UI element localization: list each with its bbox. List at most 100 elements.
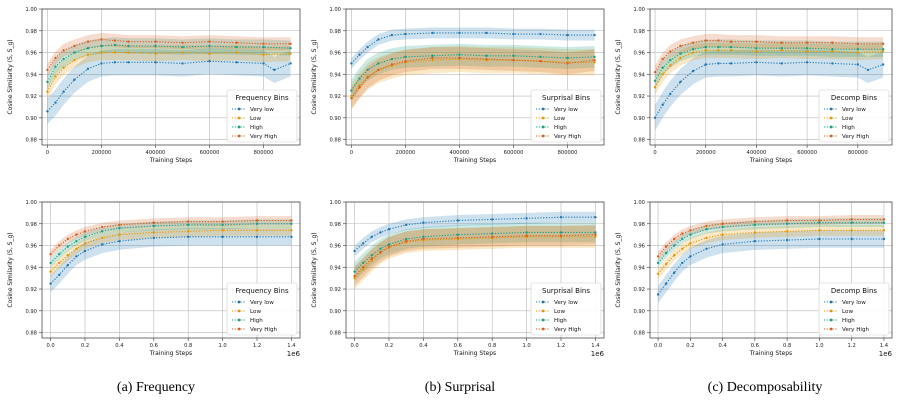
data-point [379,247,382,250]
data-point [362,242,365,245]
x-tick-label: 200000 [92,150,112,156]
band-very-high [47,32,291,77]
data-point [404,55,407,59]
data-point [594,231,597,234]
series-line-very-low [47,60,291,112]
data-point [289,46,292,50]
data-point [46,80,49,84]
legend-marker [541,309,545,313]
data-point [350,97,353,100]
band-low [658,224,884,280]
data-point [456,219,459,222]
data-point [390,33,394,37]
data-point [679,44,682,48]
legend: Surprisal Bins Very low Low High Very High [530,282,602,336]
legend-box [530,89,602,143]
series-line-very-high [654,40,884,73]
x-axis-label: Training Steps [149,157,192,164]
legend-title: Frequency Bins [235,287,289,295]
x-tick-label: 800000 [558,150,578,156]
data-point [705,224,708,228]
legend-entry: Very High [554,327,582,333]
series-line-very-low [50,236,292,284]
data-point [679,56,682,60]
data-point [491,232,494,235]
data-point [593,55,596,59]
data-point [366,76,369,79]
data-point [721,225,724,229]
caption-surprisal: (b) Surprisal [424,380,496,395]
series-line-high [46,44,291,83]
data-point [422,237,425,241]
legend-entry: Very High [250,327,278,333]
data-point [831,48,834,51]
chart-panel-3: 0.88 0.90 0.92 0.94 0.96 0.98 1.00 0 200000 40000… [615,7,893,164]
series-group [49,216,293,293]
data-point [691,51,695,54]
data-point [262,42,265,46]
x-tick-label: 0.8 [783,343,791,349]
data-point [181,62,184,65]
series-line-very-low [354,216,596,252]
data-point [152,231,155,234]
data-point [405,223,408,227]
data-point [101,225,104,229]
series-line-low [46,51,291,92]
x-tick-label: 400000 [146,150,166,156]
data-point [653,86,657,89]
data-point [422,235,425,239]
data-point [113,43,117,47]
data-point [656,293,660,296]
data-point [152,224,155,228]
data-point [818,237,821,241]
data-point [113,39,117,42]
legend-entry: Very low [250,107,274,113]
series-line-high [50,223,292,264]
x-offset-label: 1e6 [287,350,301,358]
data-point [882,229,886,232]
band-very-high [351,47,595,110]
y-tick-label: 0.96 [329,244,341,250]
legend-entry: Low [842,116,853,122]
data-point [127,44,130,48]
band-very-low [354,211,596,257]
y-tick-label: 0.96 [633,244,645,250]
data-point [289,52,292,55]
x-axis-label: Training Steps [453,157,496,164]
data-point [221,235,224,239]
data-point [729,49,733,52]
data-point [673,271,676,274]
data-point [705,247,708,250]
data-point [75,233,78,236]
data-point [86,53,90,56]
data-point [181,41,184,44]
band-very-low [50,228,292,293]
x-tick-label: 0 [46,150,49,156]
series-group [350,27,596,110]
data-point [255,229,259,232]
data-point [83,249,87,253]
data-point [681,232,684,235]
data-point [691,48,695,51]
data-point [850,221,853,224]
data-point [235,51,238,54]
data-point [66,254,70,257]
data-point [152,221,155,224]
data-point [235,61,238,64]
data-point [856,63,859,66]
data-point [539,32,542,36]
data-point [235,45,238,49]
x-tick-label: 1.0 [815,343,823,349]
data-point [661,73,664,76]
data-point [780,62,783,65]
data-point [350,62,353,65]
data-point [559,231,563,234]
data-point [805,46,809,50]
series-line-high [354,231,596,273]
legend-box [818,282,890,336]
data-point [353,249,356,253]
series-line-low [654,49,884,88]
data-point [856,42,859,46]
data-point [127,40,130,43]
